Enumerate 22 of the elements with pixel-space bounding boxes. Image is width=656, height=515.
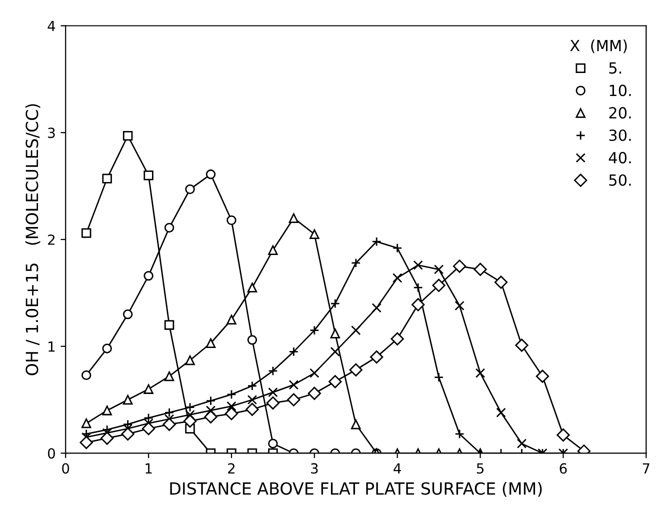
legend-label: 10. [610,84,631,96]
y-tick-label: 1 [48,341,55,352]
x-tick-label: 0 [62,463,70,474]
y-axis-title: OH / 1.0E+15 (MOLECULES/CC) [25,104,40,376]
legend-label: 30. [609,129,631,142]
legend-label: 20. [609,107,631,119]
y-tick-label: 2 [48,234,54,245]
y-tick-label: 3 [48,128,55,138]
y-tick-label: 0 [48,448,55,459]
x-axis-title: DISTANCE ABOVE FLAT PLATE SURFACE (MM) [170,482,542,497]
x-tick-label: 3 [311,463,318,474]
x-tick-label: 5 [476,463,484,474]
legend-label: 5. [609,62,622,74]
x-tick-label: 7 [642,463,650,474]
x-tick-label: 1 [146,463,152,474]
x-tick-label: 4 [394,463,401,474]
y-tick-label: 4 [48,20,56,32]
legend-label: 40. [608,152,631,164]
legend-title: X (MM) [570,40,627,54]
x-tick-label: 2 [228,463,234,474]
x-tick-label: 6 [560,463,567,474]
legend-label: 50. [609,174,631,186]
